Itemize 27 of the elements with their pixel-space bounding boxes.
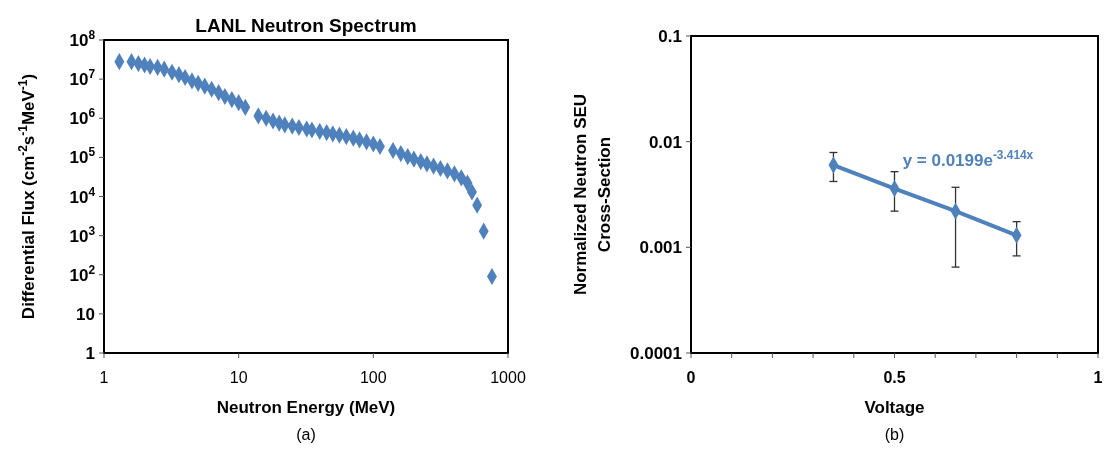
x-tick-label: 0.5 (883, 369, 906, 386)
text: (b) (884, 426, 905, 443)
y-tick-label: 0.1 (658, 27, 682, 46)
y-tick-label: 0.01 (648, 132, 682, 152)
x-tick-label: 0 (686, 369, 696, 386)
text: (a) (296, 426, 316, 443)
chart-title: LANL Neutron Spectrum (195, 15, 417, 36)
y-tick-label: 10$^{2}$ (69, 262, 96, 285)
x-tick-label: 100 (359, 369, 387, 386)
y-tick-label: 10$^{7}$ (69, 67, 96, 90)
y-axis-title: Normalized Neutron SEU Cross-Section (571, 93, 614, 296)
y-tick-label: 10$^{4}$ (69, 184, 96, 207)
x-tick-label: 10 (229, 369, 248, 386)
y-tick-label: 10$^{8}$ (69, 28, 96, 50)
annotation: y = 0.0199e$^{-3.414x}$ (902, 148, 1034, 170)
y-tick-label: 0.001 (639, 238, 682, 258)
x-tick-label: 1 (1093, 369, 1103, 386)
x-tick-label: 1 (99, 369, 109, 386)
y-tick-label: 10$^{5}$ (69, 145, 96, 168)
x-axis-title: Neutron Energy (MeV) (216, 398, 396, 417)
y-tick-label: 10 (76, 304, 95, 324)
y-tick-label: 10$^{3}$ (69, 223, 96, 246)
y-tick-label: 1 (85, 344, 95, 363)
x-axis-title: Voltage (864, 398, 925, 417)
x-tick-label: 1000 (490, 369, 526, 386)
y-tick-label: 10$^{6}$ (69, 106, 96, 129)
y-tick-label: 0.0001 (630, 344, 682, 363)
